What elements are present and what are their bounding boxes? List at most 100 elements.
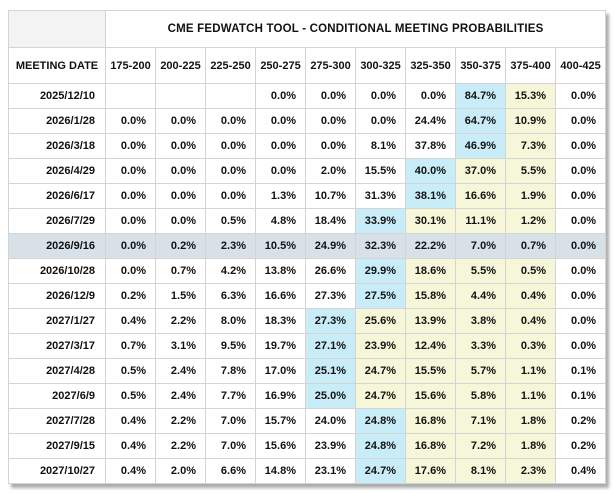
probability-cell: 0.4%: [105, 458, 156, 484]
probability-cell: 1.9%: [505, 183, 556, 209]
probability-cell: 18.3%: [255, 308, 306, 334]
probability-cell: 1.5%: [155, 283, 206, 309]
probability-cell: [205, 83, 256, 109]
probability-cell: 0.0%: [105, 183, 156, 209]
probability-cell: 1.8%: [505, 433, 556, 459]
probability-cell: 27.3%: [305, 308, 356, 334]
probability-cell: 7.7%: [205, 383, 256, 409]
probability-cell: 0.0%: [105, 133, 156, 159]
probability-cell: 7.8%: [205, 358, 256, 384]
probability-cell: 84.7%: [455, 83, 506, 109]
probability-cell: 26.6%: [305, 258, 356, 284]
rate-range-header: 375-400: [505, 47, 556, 84]
probability-cell: 0.0%: [554, 308, 607, 334]
meeting-row[interactable]: 2026/4/29 0.0% 0.0% 0.0% 0.0% 2.0% 15.5% 40.0% 3…: [8, 158, 607, 184]
meeting-row[interactable]: 2026/1/28 0.0% 0.0% 0.0% 0.0% 0.0% 0.0% 24.4% 64…: [8, 108, 607, 134]
probability-cell: 25.1%: [305, 358, 356, 384]
probability-cell: 15.6%: [405, 383, 456, 409]
probability-cell: 32.3%: [355, 233, 406, 259]
meeting-date: 2027/7/28: [8, 408, 106, 434]
meeting-row[interactable]: 2027/1/27 0.4% 2.2% 8.0% 18.3% 27.3% 25.6% 13.9…: [8, 308, 607, 334]
meeting-row[interactable]: 2025/12/10 0.0% 0.0% 0.0% 0.0% 84.7% 15.3% 0.0%: [8, 83, 607, 109]
probability-cell: [105, 83, 156, 109]
corner-cell: [8, 10, 106, 48]
meeting-row[interactable]: 2027/7/28 0.4% 2.2% 7.0% 15.7% 24.0% 24.8% 16.8…: [8, 408, 607, 434]
meeting-date: 2026/3/18: [8, 133, 106, 159]
probability-cell: 0.0%: [554, 208, 607, 234]
rate-range-header: 350-375: [455, 47, 506, 84]
probability-cell: 15.6%: [255, 433, 306, 459]
probability-cell: 0.5%: [105, 383, 156, 409]
meeting-row[interactable]: 2026/7/29 0.0% 0.0% 0.5% 4.8% 18.4% 33.9% 30.1%…: [8, 208, 607, 234]
probability-cell: 0.0%: [554, 133, 607, 159]
probability-cell: 24.8%: [355, 408, 406, 434]
probability-cell: 1.3%: [255, 183, 306, 209]
probability-cell: 0.0%: [205, 133, 256, 159]
rate-range-header: 250-275: [255, 47, 306, 84]
probability-cell: 0.0%: [554, 83, 607, 109]
probability-cell: 15.5%: [355, 158, 406, 184]
probability-cell: 15.8%: [405, 283, 456, 309]
probability-cell: [155, 83, 206, 109]
probability-cell: 4.4%: [455, 283, 506, 309]
probability-cell: 0.0%: [105, 158, 156, 184]
probability-cell: 9.5%: [205, 333, 256, 359]
rate-range-header: 275-300: [305, 47, 356, 84]
meeting-date: 2026/10/28: [8, 258, 106, 284]
probability-cell: 0.0%: [554, 233, 607, 259]
meeting-row[interactable]: 2026/10/28 0.0% 0.7% 4.2% 13.8% 26.6% 29.9% 18.…: [8, 258, 607, 284]
probability-cell: 0.0%: [355, 108, 406, 134]
probability-cell: 25.6%: [355, 308, 406, 334]
meeting-date: 2027/4/28: [8, 358, 106, 384]
probability-cell: 0.0%: [305, 133, 356, 159]
probability-cell: 13.8%: [255, 258, 306, 284]
probability-cell: 7.1%: [455, 408, 506, 434]
probability-cell: 0.0%: [105, 208, 156, 234]
probability-cell: 64.7%: [455, 108, 506, 134]
meeting-row[interactable]: 2026/6/17 0.0% 0.0% 0.0% 1.3% 10.7% 31.3% 38.1%…: [8, 183, 607, 209]
probability-cell: 14.8%: [255, 458, 306, 484]
meeting-row[interactable]: 2027/3/17 0.7% 3.1% 9.5% 19.7% 27.1% 23.9% 12.4…: [8, 333, 607, 359]
probability-cell: 2.2%: [155, 308, 206, 334]
meeting-date: 2026/12/9: [8, 283, 106, 309]
probability-cell: 5.5%: [505, 158, 556, 184]
meeting-row[interactable]: 2027/10/27 0.4% 2.0% 6.6% 14.8% 23.1% 24.7% 17.…: [8, 458, 607, 484]
probability-cell: 0.0%: [255, 83, 306, 109]
probability-cell: 16.8%: [405, 433, 456, 459]
probability-cell: 15.7%: [255, 408, 306, 434]
probability-cell: 0.0%: [155, 158, 206, 184]
probability-cell: 3.1%: [155, 333, 206, 359]
meeting-row[interactable]: 2026/3/18 0.0% 0.0% 0.0% 0.0% 0.0% 8.1% 37.8% 46…: [8, 133, 607, 159]
probability-cell: 40.0%: [405, 158, 456, 184]
meeting-date: 2026/1/28: [8, 108, 106, 134]
probability-cell: 16.6%: [455, 183, 506, 209]
meeting-row[interactable]: 2027/6/9 0.5% 2.4% 7.7% 16.9% 25.0% 24.7% 15.6%…: [8, 383, 607, 409]
probability-cell: 0.4%: [105, 408, 156, 434]
table-title: CME FEDWATCH TOOL - CONDITIONAL MEETING …: [104, 10, 607, 48]
meeting-row[interactable]: 2027/9/15 0.4% 2.2% 7.0% 15.6% 23.9% 24.8% 16.8…: [8, 433, 607, 459]
meeting-row[interactable]: 2027/4/28 0.5% 2.4% 7.8% 17.0% 25.1% 24.7% 15.5…: [8, 358, 607, 384]
probability-cell: 3.3%: [455, 333, 506, 359]
meeting-row[interactable]: 2026/9/16 0.0% 0.2% 2.3% 10.5% 24.9% 32.3% 22.2…: [8, 233, 607, 259]
probability-cell: 0.0%: [105, 258, 156, 284]
probability-cell: 0.2%: [554, 433, 607, 459]
probability-cell: 0.0%: [255, 133, 306, 159]
probability-cell: 16.6%: [255, 283, 306, 309]
probability-cell: 5.8%: [455, 383, 506, 409]
probability-cell: 1.1%: [505, 358, 556, 384]
probability-cell: 27.3%: [305, 283, 356, 309]
meeting-date: 2027/10/27: [8, 458, 106, 484]
probability-cell: 0.2%: [105, 283, 156, 309]
meeting-date: 2026/4/29: [8, 158, 106, 184]
column-header-row: MEETING DATE 175-200 200-225 225-250 250-275…: [8, 47, 607, 84]
probability-cell: 2.4%: [155, 383, 206, 409]
probability-cell: 12.4%: [405, 333, 456, 359]
probability-cell: 2.2%: [155, 408, 206, 434]
probability-cell: 0.7%: [105, 333, 156, 359]
probability-cell: 8.1%: [455, 458, 506, 484]
meeting-date: 2026/9/16: [8, 233, 106, 259]
probability-cell: 3.8%: [455, 308, 506, 334]
probability-cell: 0.0%: [205, 183, 256, 209]
meeting-row[interactable]: 2026/12/9 0.2% 1.5% 6.3% 16.6% 27.3% 27.5% 15.8…: [8, 283, 607, 309]
probability-cell: 24.7%: [355, 383, 406, 409]
